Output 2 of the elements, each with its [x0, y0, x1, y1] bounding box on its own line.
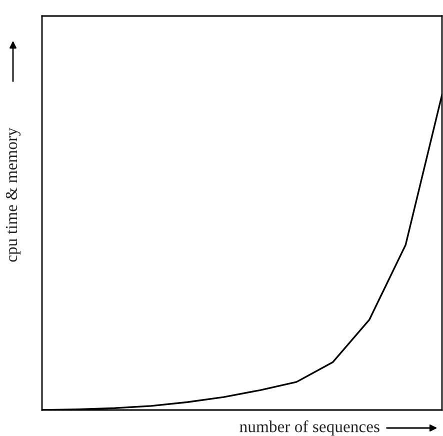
y-axis-title: cpu time & memory: [6, 128, 21, 262]
x-axis-title: number of sequences: [240, 420, 380, 436]
